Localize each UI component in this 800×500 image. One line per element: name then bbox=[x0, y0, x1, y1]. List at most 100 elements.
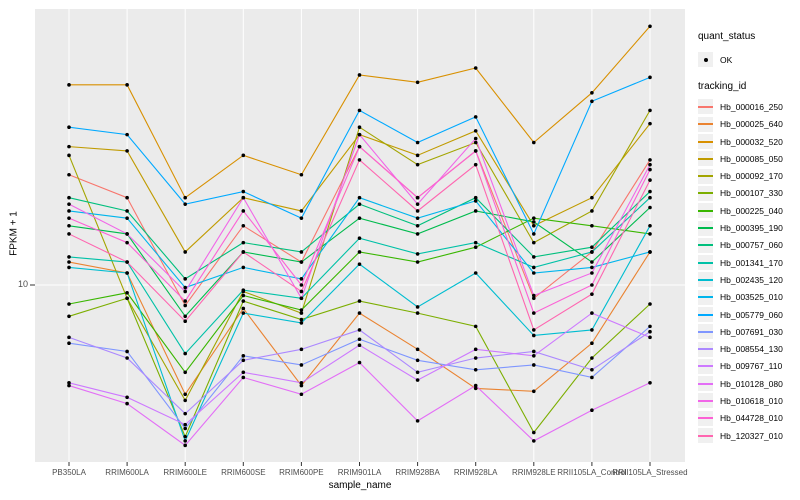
data-point bbox=[357, 144, 362, 149]
data-point bbox=[415, 209, 420, 213]
legend-item-Hb_044728_010: Hb_044728_010 bbox=[698, 410, 798, 427]
legend-line-swatch bbox=[698, 244, 713, 247]
data-point bbox=[648, 381, 652, 385]
data-point bbox=[183, 202, 187, 206]
legend-line-swatch bbox=[698, 313, 713, 316]
data-point bbox=[299, 283, 304, 287]
legend-key-box bbox=[698, 324, 713, 340]
data-point bbox=[415, 311, 420, 315]
data-point bbox=[357, 360, 362, 365]
data-point bbox=[125, 395, 129, 400]
legend-key-box bbox=[698, 393, 713, 409]
legend-item-label: Hb_007691_030 bbox=[720, 326, 783, 337]
legend-item-label: Hb_000025_640 bbox=[720, 119, 783, 130]
legend-item-label: Hb_000395_190 bbox=[720, 223, 783, 234]
legend-item-label: Hb_002435_120 bbox=[720, 274, 783, 285]
data-point bbox=[590, 292, 594, 296]
data-point bbox=[183, 439, 187, 443]
data-point bbox=[473, 199, 478, 203]
legend-line-swatch bbox=[698, 296, 713, 299]
data-point bbox=[473, 209, 478, 213]
data-point bbox=[125, 132, 129, 137]
legend-item-Hb_008554_130: Hb_008554_130 bbox=[698, 340, 798, 357]
legend-item-label: OK bbox=[720, 54, 733, 65]
data-point bbox=[241, 375, 246, 380]
data-point bbox=[648, 108, 652, 113]
legend-line-swatch bbox=[698, 330, 713, 333]
x-tick-label: RRII105LA_Stressed bbox=[612, 468, 687, 477]
data-point bbox=[415, 162, 420, 167]
data-point bbox=[183, 426, 187, 431]
data-point bbox=[183, 289, 187, 294]
data-point bbox=[473, 129, 478, 133]
data-point bbox=[532, 389, 536, 394]
data-point bbox=[473, 356, 478, 360]
x-tick-label: RRIM600LE bbox=[163, 468, 207, 477]
legend-item-Hb_000757_060: Hb_000757_060 bbox=[698, 237, 798, 254]
data-point bbox=[357, 132, 362, 137]
legend-line-swatch bbox=[698, 417, 713, 420]
data-point bbox=[241, 358, 246, 363]
data-point bbox=[590, 209, 594, 213]
data-point bbox=[590, 271, 594, 275]
legend-item-Hb_000225_040: Hb_000225_040 bbox=[698, 202, 798, 219]
data-point bbox=[532, 216, 536, 220]
legend-item-Hb_009767_110: Hb_009767_110 bbox=[698, 358, 798, 375]
data-point bbox=[183, 370, 187, 375]
data-point bbox=[241, 209, 246, 213]
data-point bbox=[590, 375, 594, 380]
data-point bbox=[67, 381, 71, 385]
legend-line-swatch bbox=[698, 365, 713, 368]
data-point bbox=[183, 422, 187, 427]
x-tick-label: RRIM901LA bbox=[338, 468, 382, 477]
data-point bbox=[532, 333, 536, 338]
data-point bbox=[67, 209, 71, 213]
data-point bbox=[183, 443, 187, 448]
legend-item-Hb_010128_080: Hb_010128_080 bbox=[698, 375, 798, 392]
data-point bbox=[415, 252, 420, 256]
data-point bbox=[299, 381, 304, 385]
data-point bbox=[67, 341, 71, 345]
data-point bbox=[532, 255, 536, 259]
data-point bbox=[125, 401, 129, 406]
legend-line-swatch bbox=[698, 105, 713, 108]
data-point bbox=[357, 343, 362, 348]
legend-key-box bbox=[698, 358, 713, 374]
data-point bbox=[357, 262, 362, 266]
data-point bbox=[67, 383, 71, 388]
data-point bbox=[415, 232, 420, 236]
data-point bbox=[241, 153, 246, 158]
legend-key-box bbox=[698, 255, 713, 271]
legend-item-label: Hb_003525_010 bbox=[720, 292, 783, 303]
legend-line-swatch bbox=[698, 209, 713, 212]
legend-item-Hb_005779_060: Hb_005779_060 bbox=[698, 306, 798, 323]
data-point bbox=[125, 271, 129, 275]
data-point bbox=[473, 324, 478, 329]
data-point bbox=[648, 335, 652, 340]
legend-item-Hb_000032_520: Hb_000032_520 bbox=[698, 133, 798, 150]
x-tick-label: RRIM928LA bbox=[454, 468, 498, 477]
data-point bbox=[357, 250, 362, 254]
data-point bbox=[299, 209, 304, 213]
data-point bbox=[241, 299, 246, 303]
data-point bbox=[648, 250, 652, 254]
legend-item-Hb_000107_330: Hb_000107_330 bbox=[698, 185, 798, 202]
x-tick-label: RRIM928BA bbox=[395, 468, 440, 477]
data-point bbox=[183, 303, 187, 308]
data-point bbox=[67, 232, 71, 236]
legend-item-label: Hb_005779_060 bbox=[720, 309, 783, 320]
data-point bbox=[532, 311, 536, 315]
data-point bbox=[590, 265, 594, 270]
data-point bbox=[299, 311, 304, 315]
data-point bbox=[183, 319, 187, 324]
data-point bbox=[125, 149, 129, 153]
legend-key-box bbox=[698, 376, 713, 392]
data-point bbox=[67, 314, 71, 319]
data-point bbox=[357, 195, 362, 200]
data-point bbox=[473, 140, 478, 145]
legend-item-label: Hb_120327_010 bbox=[720, 430, 783, 441]
data-point bbox=[590, 408, 594, 413]
legend-item-label: Hb_010618_010 bbox=[720, 395, 783, 406]
data-point bbox=[241, 240, 246, 245]
